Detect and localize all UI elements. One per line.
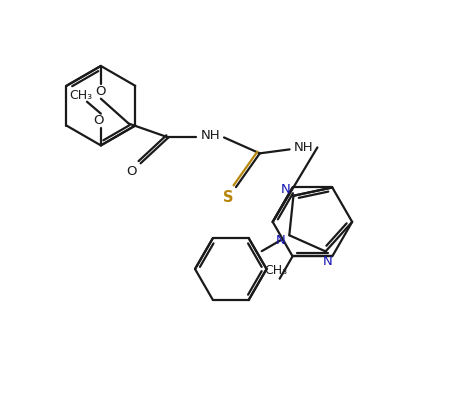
Text: O: O — [126, 165, 137, 178]
Text: O: O — [93, 114, 104, 127]
Text: S: S — [223, 190, 233, 204]
Text: N: N — [281, 183, 291, 196]
Text: NH: NH — [200, 129, 220, 142]
Text: N: N — [276, 234, 285, 247]
Text: O: O — [96, 85, 106, 98]
Text: NH: NH — [294, 141, 313, 154]
Text: N: N — [323, 255, 333, 268]
Text: CH₃: CH₃ — [264, 264, 287, 277]
Text: CH₃: CH₃ — [70, 89, 93, 102]
